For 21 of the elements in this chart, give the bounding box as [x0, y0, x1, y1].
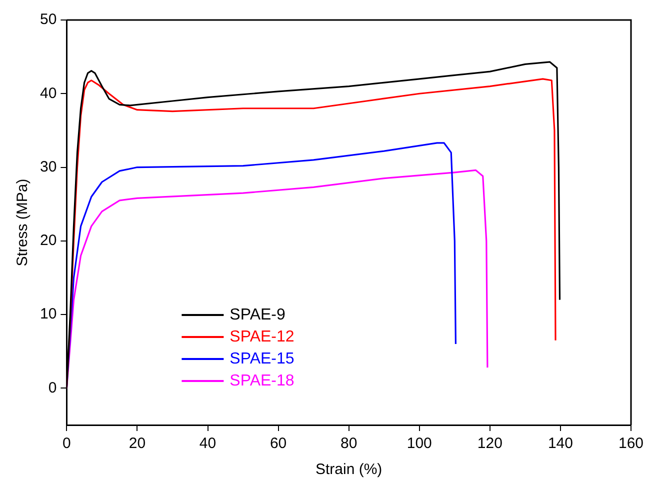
y-axis-title: Stress (MPa)	[14, 178, 32, 266]
y-tick-label: 0	[48, 379, 57, 396]
y-tick-label: 10	[40, 306, 57, 323]
y-tick-label: 40	[40, 84, 57, 102]
legend-label: SPAE-15	[230, 350, 294, 368]
x-tick-label: 140	[548, 435, 573, 452]
x-tick-label: 0	[62, 435, 71, 452]
y-tick-label: 20	[40, 232, 57, 250]
x-tick-label: 80	[340, 435, 358, 452]
legend-label: SPAE-9	[230, 306, 286, 324]
y-tick-label: 30	[40, 158, 57, 176]
y-tick-label: 50	[40, 11, 57, 28]
legend-label: SPAE-18	[230, 372, 294, 390]
x-tick-label: 160	[618, 435, 644, 452]
x-tick-label: 60	[270, 435, 287, 452]
x-tick-label: 20	[128, 435, 146, 452]
x-tick-label: 120	[477, 435, 502, 452]
x-tick-label: 40	[199, 435, 216, 452]
legend-label: SPAE-12	[230, 328, 294, 346]
x-axis-title: Strain (%)	[316, 461, 382, 478]
x-tick-label: 100	[406, 435, 432, 452]
